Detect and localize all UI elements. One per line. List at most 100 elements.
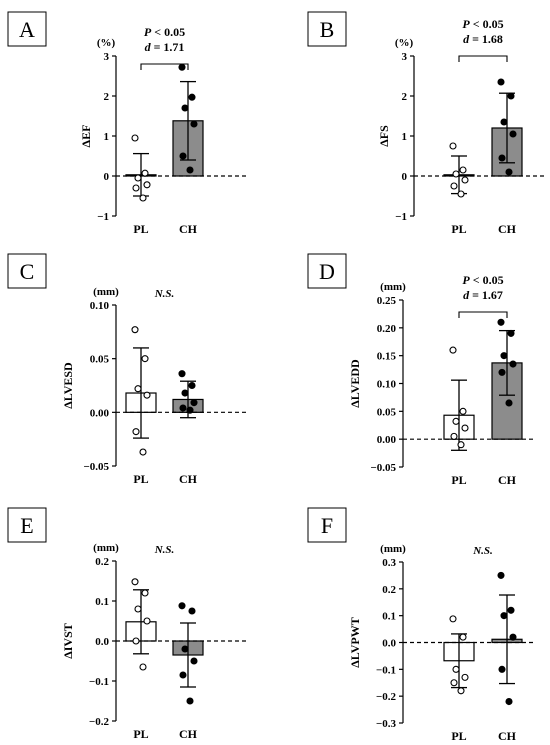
data-point-pl	[133, 429, 139, 435]
data-point-pl	[132, 327, 138, 333]
category-label: PL	[133, 472, 148, 486]
y-tick-label: 0.0	[382, 638, 396, 650]
panel-d: D(mm)−0.050.000.050.100.150.200.25ΔLVEDD…	[308, 254, 533, 487]
y-tick-label: 0.15	[377, 351, 397, 363]
category-label: PL	[133, 222, 148, 236]
y-tick-label: 0	[104, 171, 110, 183]
data-point-pl	[453, 666, 459, 672]
p-value: P < 0.05	[462, 17, 503, 31]
effect-size: d = 1.71	[145, 40, 185, 54]
data-point-pl	[140, 664, 146, 670]
data-point-ch	[506, 400, 512, 406]
data-point-pl	[135, 386, 141, 392]
data-point-ch	[508, 607, 514, 613]
panel-f: F(mm)−0.3−0.2−0.10.00.10.20.3ΔLVPWTPL CHN…	[308, 508, 533, 743]
y-tick-label: 0.05	[90, 354, 110, 366]
d-text: = 1.71	[151, 40, 185, 54]
y-tick-label: 0.10	[377, 379, 397, 391]
panel-e: E (mm) −0.2 −0.1 0.0 0.1 0.2 ΔIVST PL CH N.S.	[8, 508, 246, 741]
data-point-ch	[499, 666, 505, 672]
y-tick-label: −0.05	[370, 462, 396, 474]
significance-bracket	[459, 312, 507, 318]
unit-label: (mm)	[380, 543, 406, 555]
data-point-pl	[132, 579, 138, 585]
y-tick-label: 2	[104, 91, 110, 103]
data-point-ch	[182, 646, 188, 652]
p-text: < 0.05	[151, 25, 185, 39]
data-point-ch	[510, 361, 516, 367]
y-axis-label: ΔIVST	[61, 623, 75, 659]
data-point-pl	[140, 195, 146, 201]
y-axis-label: ΔLVESD	[61, 362, 75, 409]
data-point-pl	[140, 449, 146, 455]
data-point-ch	[506, 169, 512, 175]
data-point-pl	[458, 442, 464, 448]
data-point-pl	[142, 170, 148, 176]
panel-letter: D	[319, 259, 335, 284]
y-tick-label: 1	[104, 131, 110, 143]
data-point-ch	[182, 390, 188, 396]
p-value: P < 0.05	[144, 25, 185, 39]
y-tick-label: −0.1	[89, 676, 109, 688]
data-point-pl	[458, 191, 464, 197]
unit-label: (mm)	[93, 542, 119, 554]
y-tick-label: −0.05	[83, 461, 109, 473]
effect-size: d = 1.68	[463, 32, 503, 46]
ns-label: N.S.	[154, 544, 175, 556]
category-label: PL	[451, 473, 466, 487]
y-tick-label: 3	[402, 51, 408, 63]
data-point-ch	[189, 608, 195, 614]
unit-label: (mm)	[380, 281, 406, 293]
p-text: < 0.05	[470, 17, 504, 31]
data-point-pl	[135, 606, 141, 612]
data-point-pl	[133, 638, 139, 644]
p-value: P < 0.05	[462, 273, 503, 287]
data-point-pl	[142, 590, 148, 596]
data-point-ch	[189, 383, 195, 389]
panel-letter: F	[321, 513, 333, 538]
y-tick-label: −0.2	[89, 716, 110, 728]
data-point-pl	[462, 425, 468, 431]
y-tick-label: −0.3	[376, 718, 397, 730]
panel-letter: E	[20, 513, 33, 538]
category-label: CH	[179, 472, 198, 486]
data-point-pl	[142, 356, 148, 362]
category-label: CH	[498, 473, 517, 487]
unit-label: (%)	[395, 37, 414, 49]
y-tick-label: 0.0	[95, 636, 109, 648]
panel-c: C (mm) −0.05 0.00 0.05 0.10 ΔLVESD PL CH N.S.	[8, 254, 246, 486]
d-text: = 1.67	[469, 288, 503, 302]
unit-label: (%)	[97, 37, 116, 49]
data-point-pl	[453, 418, 459, 424]
data-point-pl	[450, 347, 456, 353]
data-point-ch	[498, 572, 504, 578]
y-tick-label: 0.3	[382, 557, 396, 569]
data-point-ch	[191, 121, 197, 127]
category-label: PL	[451, 729, 466, 743]
data-point-pl	[462, 177, 468, 183]
data-point-pl	[144, 618, 150, 624]
y-tick-label: −1	[97, 211, 109, 223]
category-label: CH	[498, 222, 517, 236]
data-point-ch	[501, 119, 507, 125]
y-tick-label: 0.20	[377, 323, 397, 335]
data-point-pl	[450, 143, 456, 149]
y-tick-label: 0.1	[382, 611, 396, 623]
d-text: = 1.68	[469, 32, 503, 46]
panel-letter: B	[320, 17, 335, 42]
data-point-ch	[180, 672, 186, 678]
data-point-ch	[499, 369, 505, 375]
data-point-ch	[499, 155, 505, 161]
y-axis-label: ΔLVEDD	[348, 359, 362, 408]
data-point-ch	[501, 353, 507, 359]
data-point-ch	[180, 405, 186, 411]
category-label: CH	[179, 727, 198, 741]
y-tick-label: 0.05	[377, 406, 397, 418]
category-label: CH	[179, 222, 198, 236]
y-axis-label: ΔLVPWT	[348, 617, 362, 667]
category-label: CH	[498, 729, 517, 743]
panel-letter: A	[19, 17, 35, 42]
data-point-ch	[179, 371, 185, 377]
y-tick-label: −1	[395, 211, 407, 223]
data-point-ch	[179, 64, 185, 70]
